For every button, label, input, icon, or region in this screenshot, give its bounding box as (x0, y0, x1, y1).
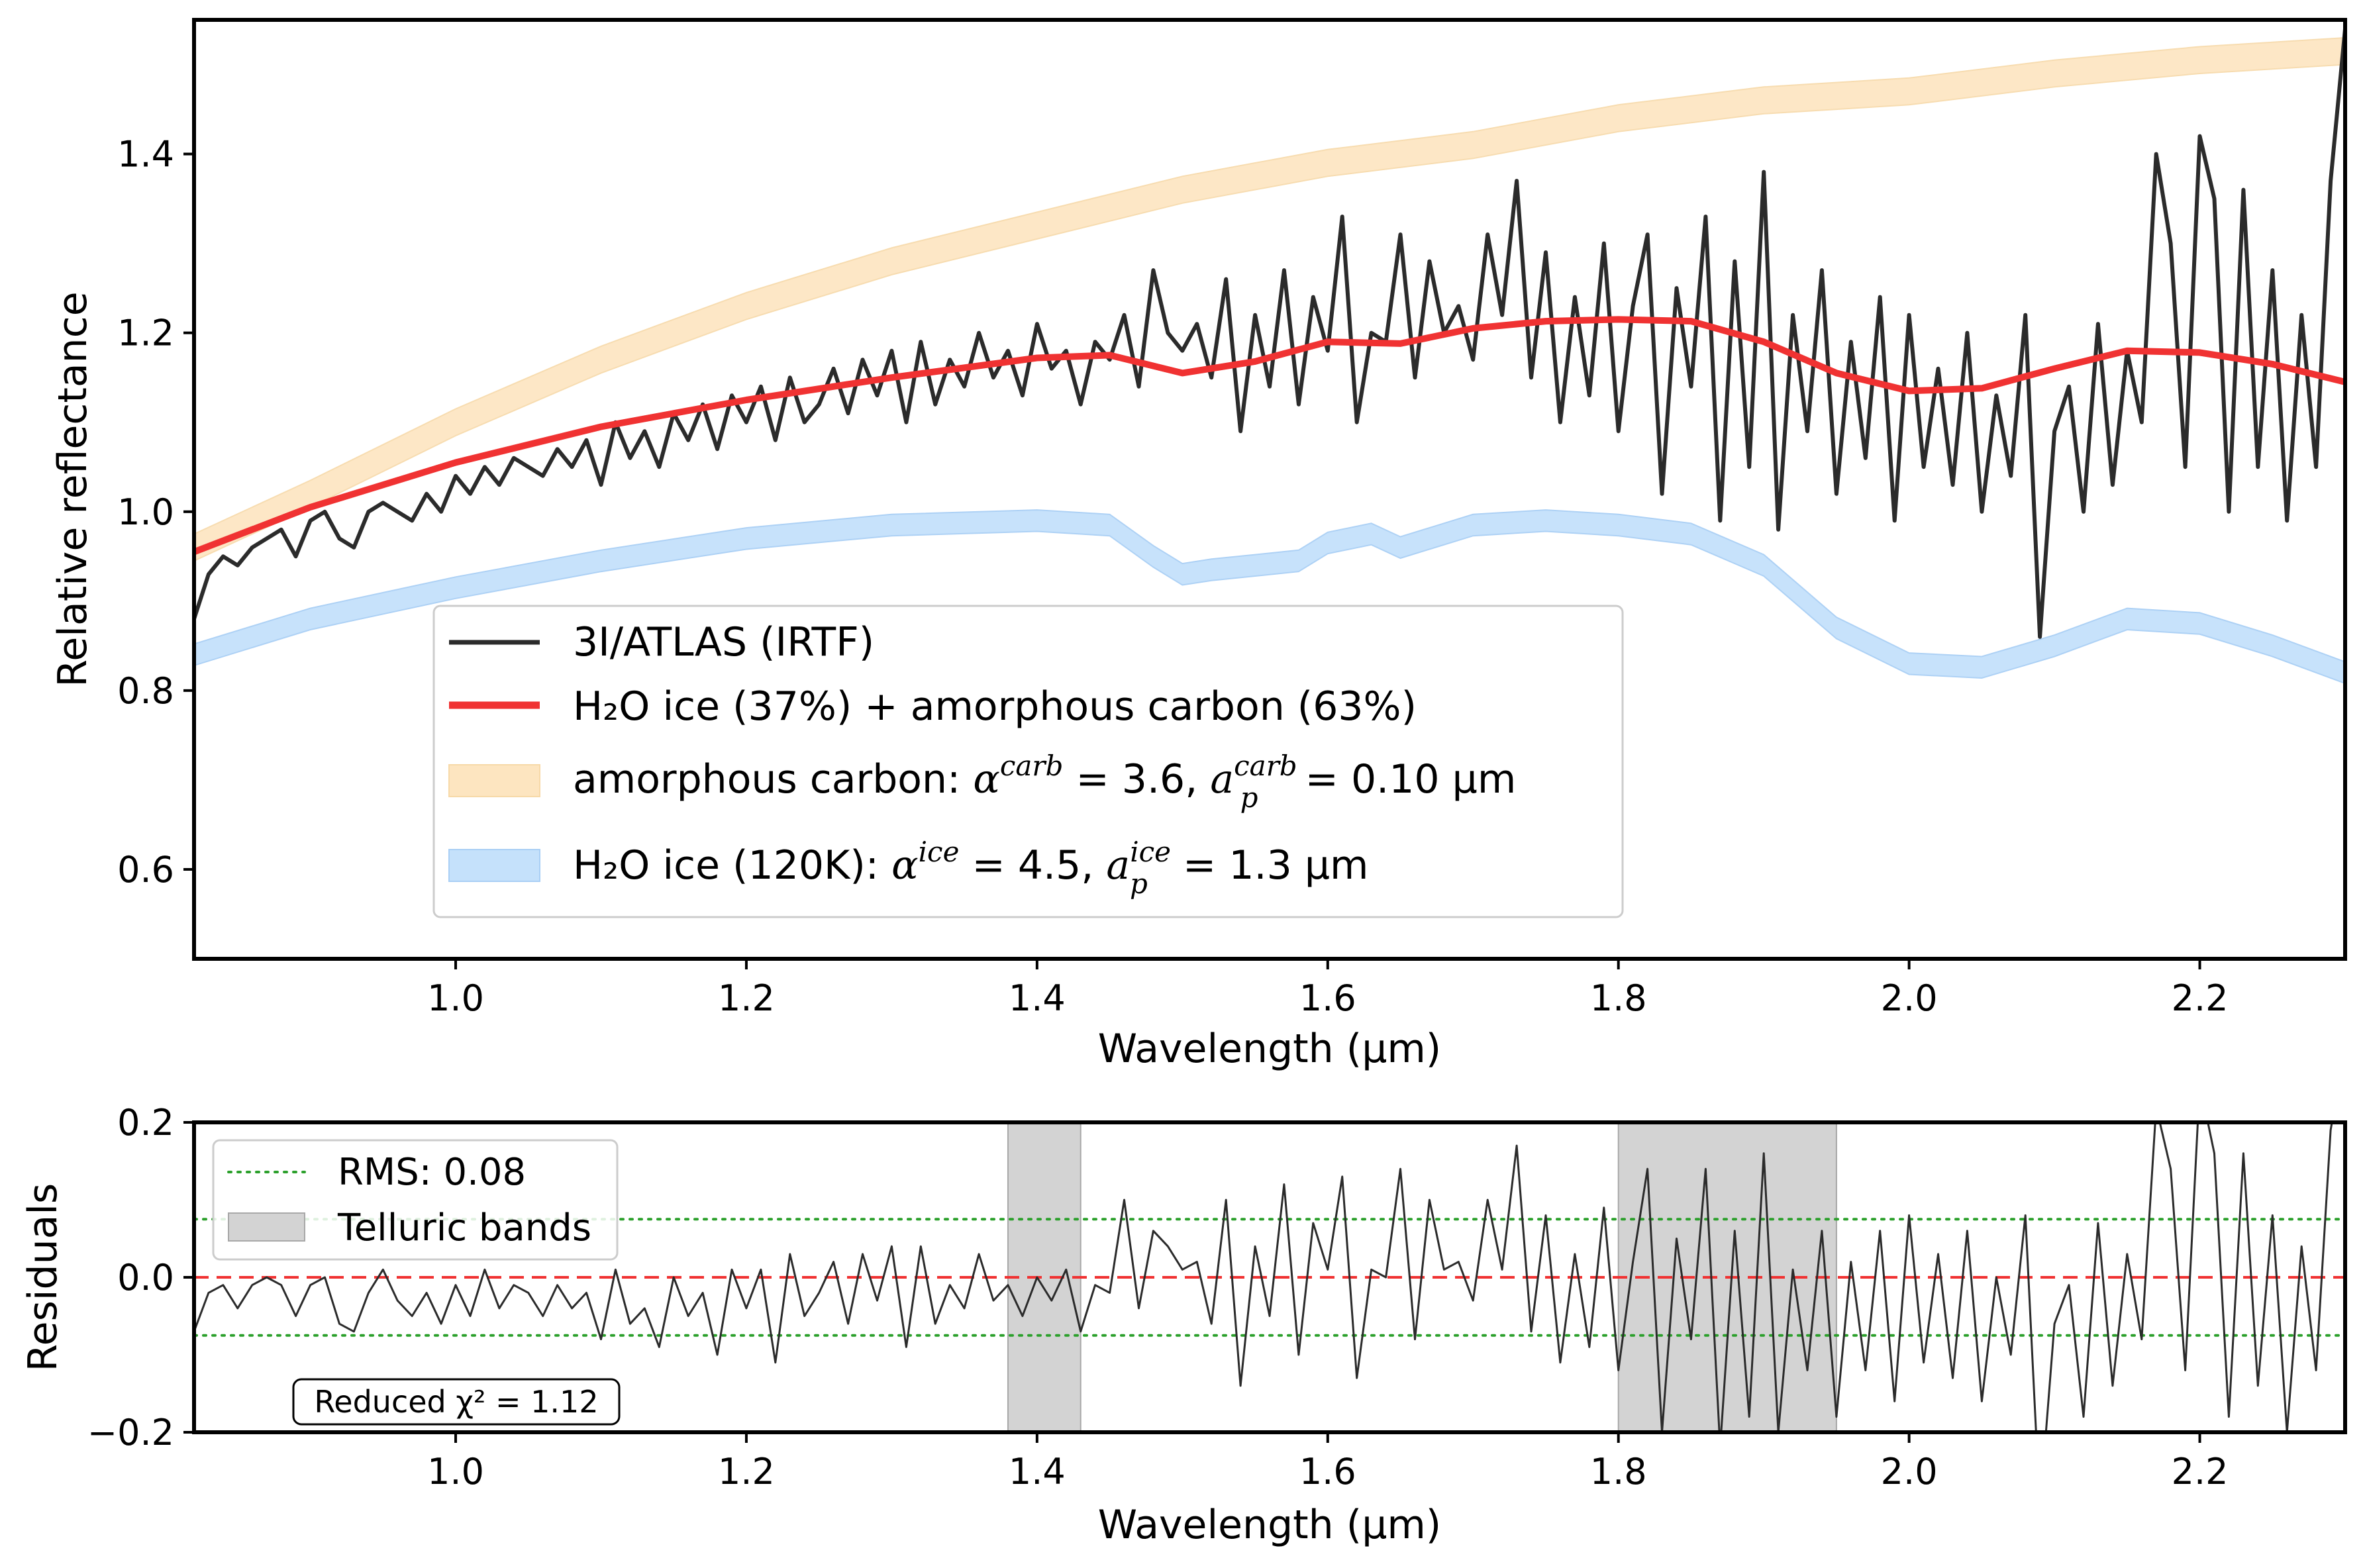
bottom-panel: 1.0 1.2 1.4 1.6 1.8 2.0 2.2 −0.2 0.0 0.2 Wavelengt… (20, 1102, 2347, 1548)
legend-label-ice: H₂O ice (120K): αice = 4.5, aice p = 1.3 … (573, 836, 1368, 900)
y-tick-label: 1.2 (117, 313, 174, 354)
x-tick-label: 1.4 (1009, 977, 1066, 1019)
y-tick-label: 0.0 (117, 1257, 174, 1298)
top-legend: 3I/ATLAS (IRTF) H₂O ice (37%) + amorphous… (432, 605, 1624, 918)
legend-swatch-telluric (228, 1212, 305, 1242)
legend-label-carbon: amorphous carbon: αcarb = 3.6, acarb p = … (573, 750, 1516, 814)
legend-swatch-ice (448, 849, 540, 882)
bottom-plot-area (194, 1122, 2345, 1432)
y-axis-label: Relative reflectance (50, 291, 96, 687)
x-tick-label: 1.0 (427, 1451, 484, 1493)
top-plot-area (194, 28, 2345, 685)
bottom-legend: RMS: 0.08 Telluric bands (212, 1139, 619, 1261)
x-axis-label: Wavelength (µm) (1098, 1502, 1441, 1548)
x-tick-label: 2.2 (2172, 977, 2229, 1019)
legend-label-telluric: Telluric bands (337, 1206, 591, 1250)
y-tick-label: 0.6 (117, 849, 174, 891)
carbon-band (194, 36, 2345, 562)
x-tick-label: 1.8 (1590, 977, 1647, 1019)
y-tick-label: −0.2 (87, 1412, 174, 1453)
x-tick-label: 1.6 (1299, 1451, 1356, 1493)
y-tick-label: 1.0 (117, 491, 174, 533)
x-tick-label: 1.4 (1009, 1451, 1066, 1493)
x-tick-label: 1.6 (1299, 977, 1356, 1019)
y-tick-label: 0.2 (117, 1102, 174, 1144)
x-tick-label: 1.2 (718, 977, 775, 1019)
x-tick-label: 1.0 (427, 977, 484, 1019)
x-tick-label: 1.2 (718, 1451, 775, 1493)
legend-box (212, 1139, 619, 1261)
legend-label-fit: H₂O ice (37%) + amorphous carbon (63%) (573, 683, 1417, 730)
model-fit-line (194, 316, 2345, 556)
x-tick-label: 2.0 (1881, 1451, 1938, 1493)
legend-box (432, 605, 1624, 918)
spectrum-line (194, 28, 2345, 639)
chi2-annotation: Reduced χ² = 1.12 (314, 1384, 598, 1420)
x-tick-label: 2.2 (2172, 1451, 2229, 1493)
legend-swatch-carbon (448, 764, 540, 797)
top-axes-frame (192, 18, 2347, 961)
ice-band (194, 509, 2345, 685)
residuals-line (194, 1122, 2333, 1432)
top-panel: 1.0 1.2 1.4 1.6 1.8 2.0 2.2 0.6 0.8 1.0 1.2 1.4 Wave… (50, 18, 2347, 1072)
y-tick-label: 1.4 (117, 134, 174, 175)
y-axis-label: Residuals (20, 1183, 66, 1372)
chi2-annotation-box (292, 1378, 621, 1426)
y-tick-label: 0.8 (117, 670, 174, 712)
x-tick-label: 2.0 (1881, 977, 1938, 1019)
legend-label-rms: RMS: 0.08 (338, 1151, 526, 1194)
x-tick-label: 1.8 (1590, 1451, 1647, 1493)
x-axis-label: Wavelength (µm) (1098, 1026, 1441, 1072)
legend-label-spectrum: 3I/ATLAS (IRTF) (573, 619, 874, 665)
